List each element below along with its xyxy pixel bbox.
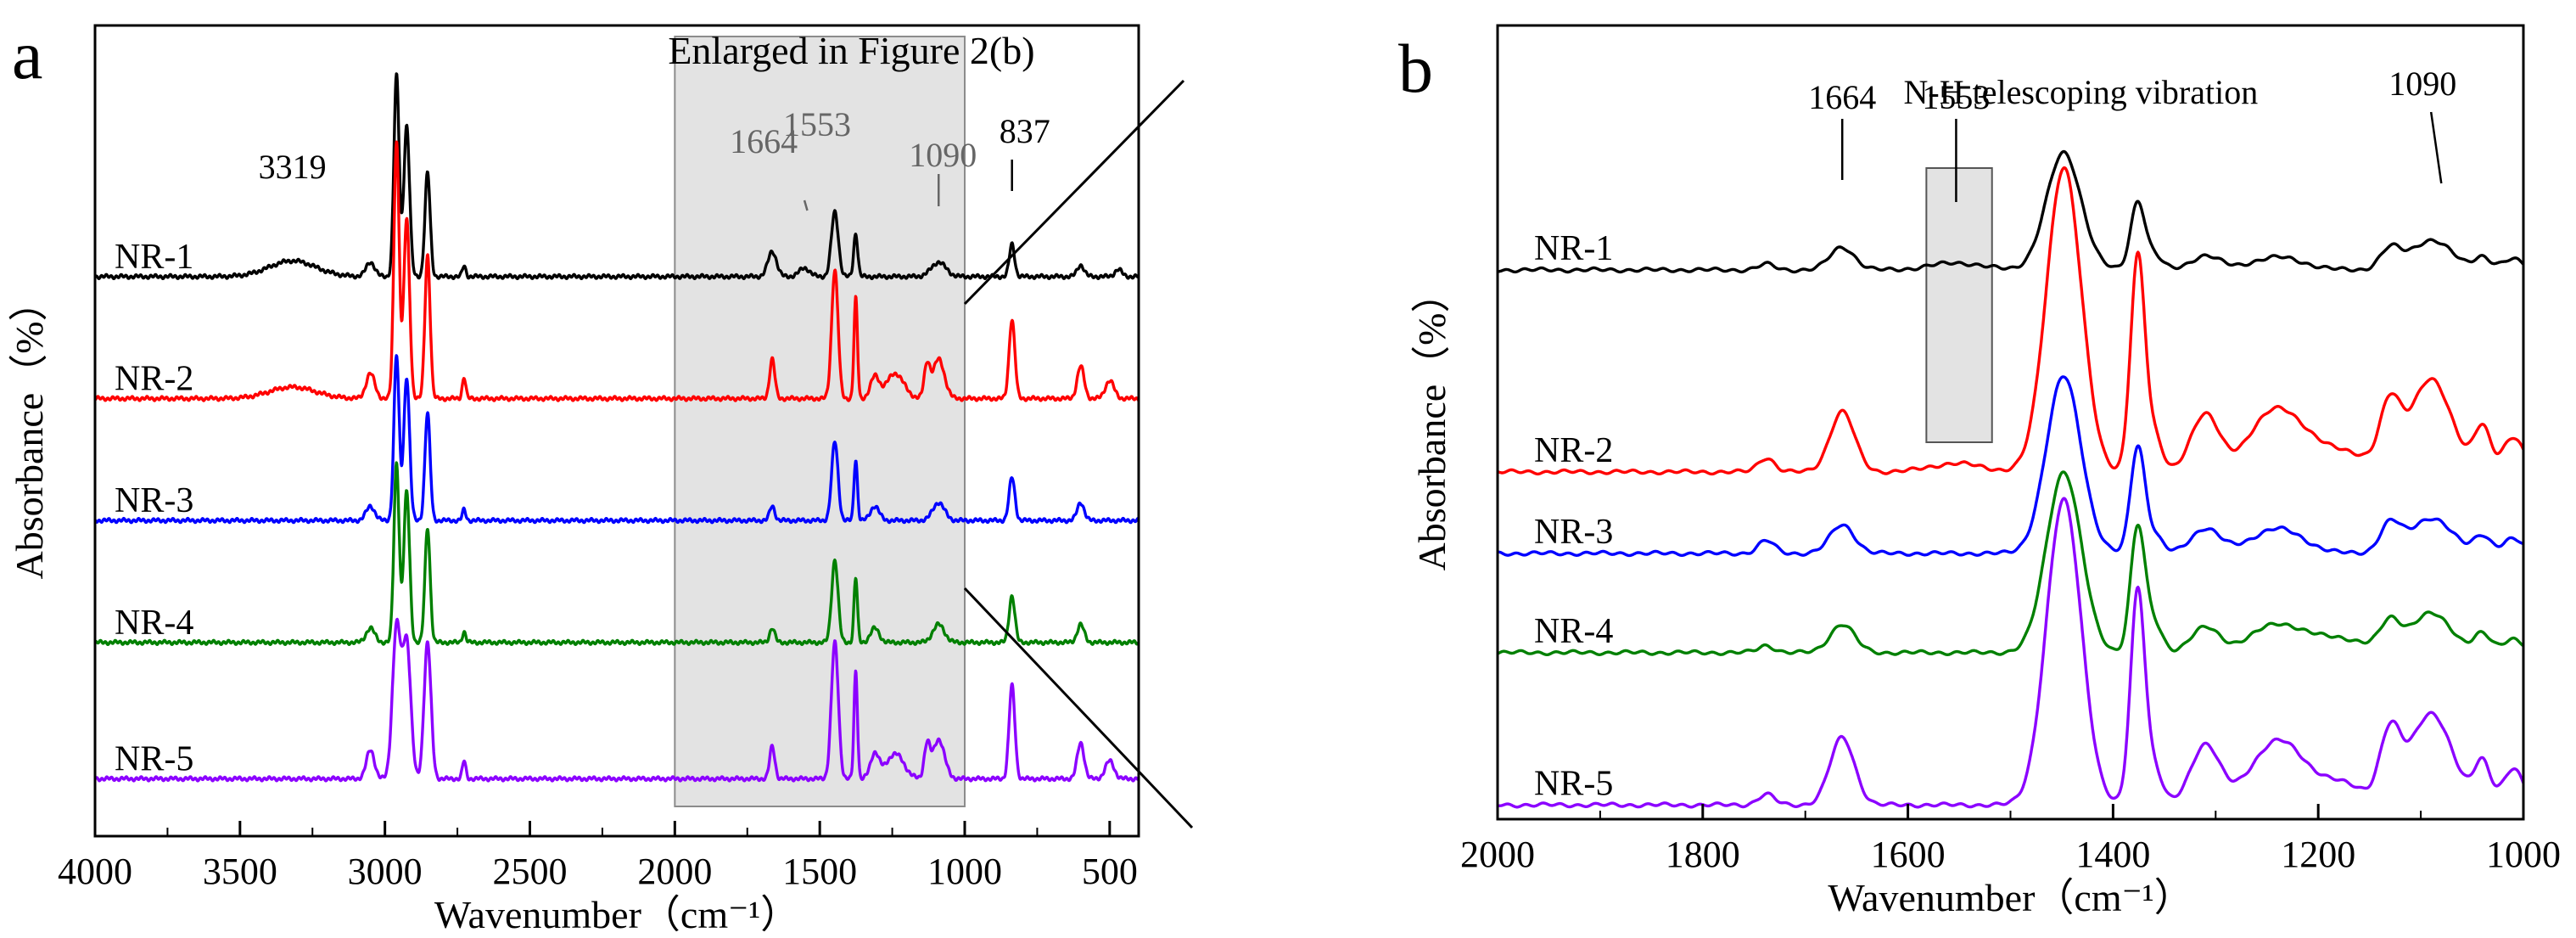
series-nr-1-line [1497, 149, 2525, 274]
x-tick-label: 1000 [927, 851, 1002, 892]
x-tick-label: 2000 [637, 851, 712, 892]
panel-a-zoom-line-bottom [963, 587, 1194, 829]
panel-b-letter: b [1398, 30, 1433, 107]
x-tick-label: 3500 [203, 851, 277, 892]
series-label-nr-3: NR-3 [115, 481, 193, 520]
annotation-1664: 1664 [1808, 78, 1876, 116]
series-nr-2-line [1497, 166, 2525, 476]
series-label-nr-5: NR-5 [1534, 764, 1613, 803]
series-label-nr-3: NR-3 [1534, 513, 1613, 552]
panel-a-highlight-box [674, 36, 966, 807]
series-nr-5-line [1497, 497, 2525, 809]
panel-a-series [93, 72, 1140, 783]
x-tick-label: 3000 [348, 851, 423, 892]
series-nr-1-line [93, 72, 1140, 280]
series-label-nr-4: NR-4 [1534, 612, 1613, 651]
x-tick-label: 1200 [2281, 834, 2355, 875]
series-label-nr-1: NR-1 [115, 238, 193, 277]
annotation-1553: 1553 [783, 105, 851, 143]
x-tick-label: 1000 [2486, 834, 2561, 875]
series-nr-5-line [93, 617, 1140, 783]
series-nr-4-line [93, 461, 1140, 646]
x-tick-label: 2500 [493, 851, 568, 892]
series-label-nr-1: NR-1 [1534, 229, 1613, 268]
x-tick-label: 1800 [1666, 834, 1740, 875]
series-nr-4-line [1497, 470, 2524, 656]
annotation-n-h-telescoping-vibration: N-H telescoping vibration [1904, 73, 2259, 111]
annotation-1090: 1090 [2388, 65, 2456, 103]
annotation-837: 837 [1000, 112, 1050, 150]
series-nr-3-line [1497, 375, 2524, 558]
series-label-nr-4: NR-4 [115, 604, 193, 643]
annotation-1090: 1090 [909, 136, 977, 174]
panel-b-x-ticks: 2000 1800 1600 1400 1200 1000 [1460, 804, 2561, 875]
panel-b-series-labels: NR-1 NR-2 NR-3 NR-4 NR-5 [1534, 229, 1613, 803]
panel-a-y-axis-title: Absorbance（%） [8, 282, 51, 579]
panel-b-highlight-box [1925, 167, 1993, 443]
annotation-leader [803, 199, 809, 211]
panel-a-x-ticks: 4000 3500 3000 2500 2000 1500 1000 500 [58, 821, 1138, 892]
panel-a-letter: a [12, 16, 42, 93]
x-tick-label: 4000 [58, 851, 132, 892]
x-tick-label: 1600 [1871, 834, 1946, 875]
series-nr-2-line [93, 140, 1140, 402]
x-tick-label: 2000 [1460, 834, 1535, 875]
panel-a-x-axis-title: Wavenumber（cm⁻¹） [434, 893, 799, 936]
series-label-nr-5: NR-5 [115, 739, 193, 778]
series-label-nr-2: NR-2 [115, 359, 193, 398]
panel-b-plot-frame [1496, 24, 2525, 821]
annotation-1664: 1664 [730, 122, 798, 160]
panel-a-zoom-line-top [963, 79, 1185, 306]
annotation-3319: 3319 [259, 148, 327, 186]
panel-b-series [1497, 149, 2525, 809]
series-label-nr-2: NR-2 [1534, 431, 1613, 470]
x-tick-label: 500 [1082, 851, 1138, 892]
x-tick-label: 1400 [2075, 834, 2150, 875]
series-nr-3-line [93, 354, 1140, 525]
x-tick-label: 1500 [782, 851, 857, 892]
panel-b-x-axis-title: Wavenumber（cm⁻¹） [1828, 876, 2192, 919]
annotation-leader [2429, 111, 2443, 184]
panel-a-highlight-title: Enlarged in Figure 2(b) [668, 29, 1034, 72]
panel-a-series-labels: NR-1 NR-2 NR-3 NR-4 NR-5 [115, 238, 193, 779]
annotation-1553: 1553 [1922, 78, 1990, 116]
panel-a-plot-frame [93, 24, 1140, 838]
panel-b-y-axis-title: Absorbance（%） [1410, 273, 1453, 570]
